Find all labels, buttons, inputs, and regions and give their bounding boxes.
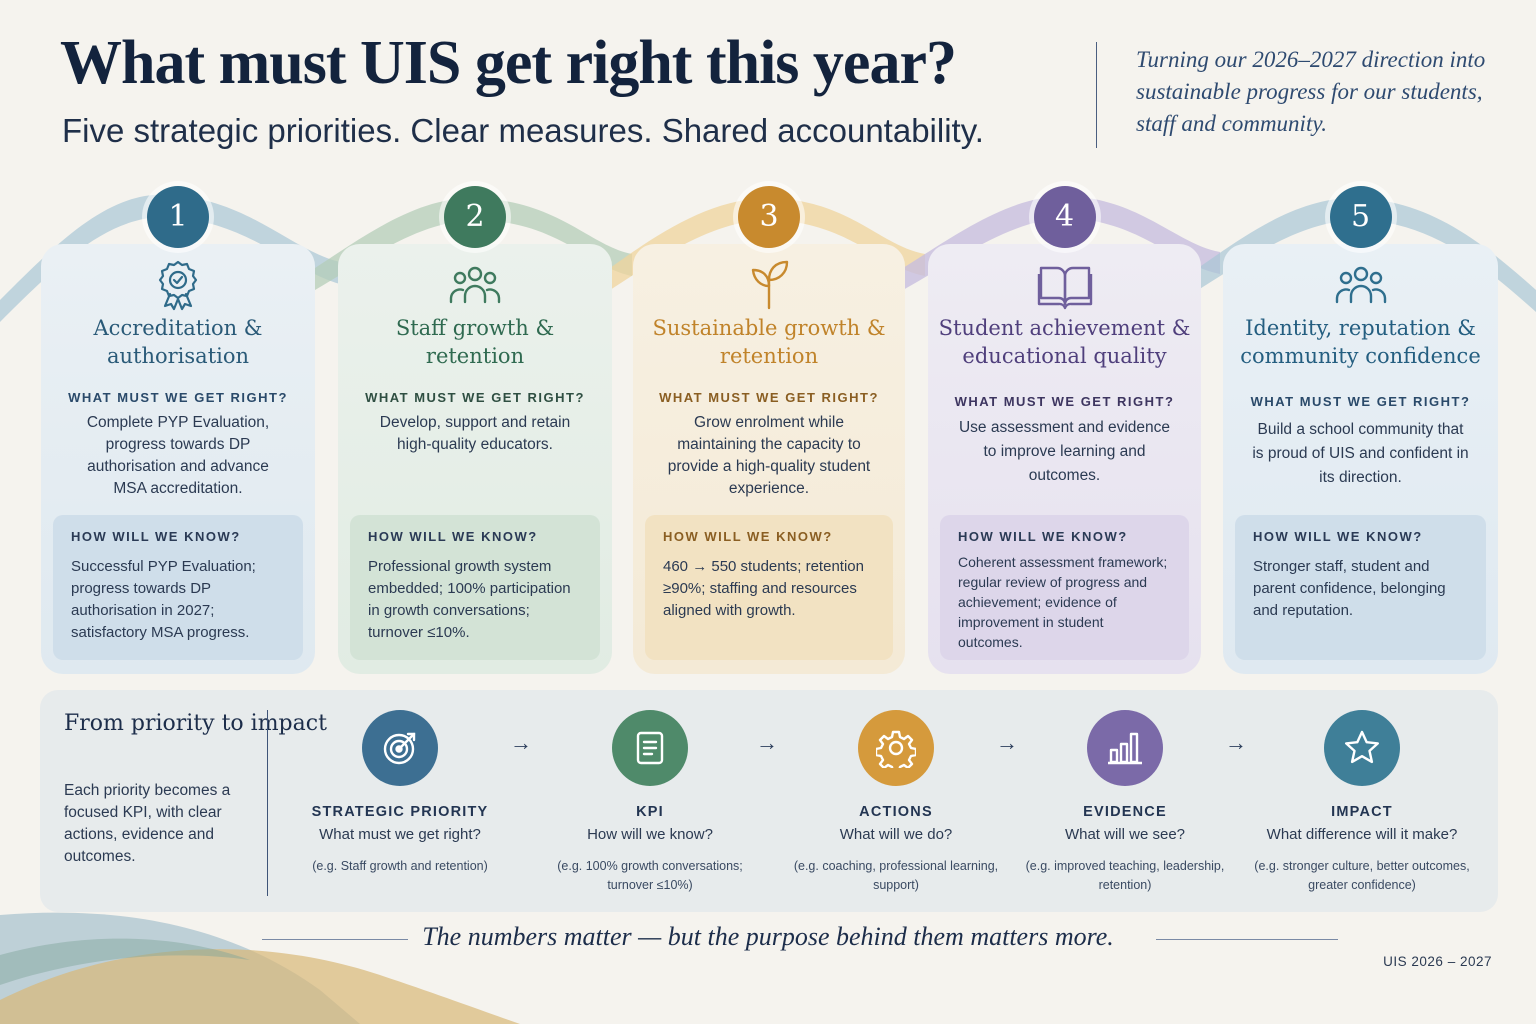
page-subtitle: Five strategic priorities. Clear measure… (62, 112, 984, 149)
open-book-icon (1037, 266, 1092, 310)
know-text: Successful PYP Evaluation; progress towa… (71, 558, 256, 641)
footer-rule-right (1156, 939, 1338, 940)
closing-statement: The numbers matter — but the purpose beh… (422, 922, 1114, 951)
how-will-we-know-box: HOW WILL WE KNOW? Successful PYP Evaluat… (53, 515, 303, 660)
step-label: IMPACT (1331, 804, 1393, 820)
step-actions: ACTIONS What will we do? (e.g. coaching,… (786, 710, 1006, 895)
step-kpi: KPI How will we know? (e.g. 100% growth … (540, 710, 760, 895)
priority-card-4: 4 Student achievement & educational qual… (928, 186, 1201, 674)
priority-card-1: 1 Accreditation & authorisation WHAT MUS… (41, 186, 315, 674)
community-icon (1335, 266, 1386, 304)
question-text: Develop, support and retain high-quality… (379, 414, 571, 453)
know-text: Professional growth system embedded; 100… (368, 558, 571, 641)
priority-number-badge: 3 (738, 186, 800, 248)
priority-to-impact-panel: From priority to impact Each priority be… (40, 690, 1498, 912)
arrow-icon: → (996, 730, 1018, 755)
step-evidence: EVIDENCE What will we see? (e.g. improve… (1015, 710, 1235, 895)
question-label: WHAT MUST WE GET RIGHT? (1250, 394, 1471, 409)
step-label: STRATEGIC PRIORITY (311, 804, 489, 820)
step-question: What must we get right? (319, 826, 481, 843)
step-label: ACTIONS (859, 804, 933, 820)
step-impact: IMPACT What difference will it make? (e.… (1252, 710, 1472, 895)
step-example: (e.g. coaching, professional learning, s… (793, 859, 999, 892)
question-label: WHAT MUST WE GET RIGHT? (659, 390, 879, 405)
step-example: (e.g. improved teaching, leadership, ret… (1025, 859, 1225, 892)
question-label: WHAT MUST WE GET RIGHT? (68, 390, 288, 405)
page-title: What must UIS get right this year? (60, 29, 957, 97)
know-label: HOW WILL WE KNOW? (958, 529, 1128, 544)
question-text: Build a school community that is proud o… (1252, 421, 1469, 486)
how-will-we-know-box: HOW WILL WE KNOW? Stronger staff, studen… (1235, 515, 1486, 660)
step-label: KPI (636, 804, 664, 820)
bar-chart-icon (1108, 732, 1142, 765)
know-label: HOW WILL WE KNOW? (663, 529, 833, 544)
impact-description: Each priority becomes a focused KPI, wit… (64, 782, 231, 865)
step-example: (e.g. Staff growth and retention) (312, 859, 488, 873)
question-text: Use assessment and evidence to improve l… (958, 419, 1171, 484)
step-question: What will we do? (839, 826, 953, 843)
step-question: What difference will it make? (1266, 826, 1458, 843)
question-text: Grow enrolment while maintaining the cap… (667, 414, 871, 497)
step-label: EVIDENCE (1083, 804, 1167, 820)
arrow-icon: → (1225, 730, 1247, 755)
know-label: HOW WILL WE KNOW? (368, 529, 538, 544)
sprout-icon (751, 260, 789, 310)
header-divider (1096, 42, 1097, 148)
how-will-we-know-box: HOW WILL WE KNOW? Coherent assessment fr… (940, 515, 1189, 660)
gear-icon (876, 730, 916, 768)
question-text: Complete PYP Evaluation, progress toward… (86, 414, 270, 497)
question-label: WHAT MUST WE GET RIGHT? (954, 394, 1175, 409)
priority-number-badge: 2 (444, 186, 506, 248)
star-icon (1345, 730, 1379, 764)
priority-number-badge: 1 (147, 186, 209, 248)
document-icon (636, 731, 664, 765)
priority-title: Student achievement & educational qualit… (938, 316, 1191, 368)
target-icon (383, 732, 416, 765)
priority-title: Sustainable growth & retention (652, 316, 886, 368)
priority-card-2: 2 Staff growth & retention WHAT MUST WE … (338, 186, 612, 674)
question-label: WHAT MUST WE GET RIGHT? (365, 390, 585, 405)
how-will-we-know-box: HOW WILL WE KNOW? 460 → 550 students; re… (645, 515, 893, 660)
priority-number-badge: 5 (1329, 186, 1392, 248)
priority-number-badge: 4 (1033, 186, 1096, 248)
how-will-we-know-box: HOW WILL WE KNOW? Professional growth sy… (350, 515, 600, 660)
footer-rule-left (262, 939, 408, 940)
priority-title: Accreditation & authorisation (93, 316, 263, 368)
step-example: (e.g. 100% growth conversations; turnove… (557, 859, 743, 892)
priority-title: Staff growth & retention (395, 316, 555, 368)
step-example: (e.g. stronger culture, better outcomes,… (1254, 859, 1470, 892)
people-group-icon (449, 266, 501, 304)
step-icon-circle (858, 710, 934, 786)
step-question: What will we see? (1064, 826, 1186, 843)
priority-card-3: 3 Sustainable growth & retention WHAT MU… (633, 186, 905, 674)
impact-title: From priority to impact (64, 711, 327, 736)
award-rosette-icon (158, 260, 198, 311)
step-icon-circle (1324, 710, 1400, 786)
arrow-icon: → (756, 730, 778, 755)
know-label: HOW WILL WE KNOW? (1253, 529, 1423, 544)
tagline: Turning our 2026–2027 direction into sus… (1136, 47, 1486, 136)
priority-card-5: 5 Identity, reputation & community confi… (1223, 186, 1498, 674)
know-text: 460 → 550 students; retention ≥90%; staf… (663, 558, 864, 619)
impact-divider (267, 710, 268, 896)
know-label: HOW WILL WE KNOW? (71, 529, 241, 544)
edition-label: UIS 2026 – 2027 (1383, 954, 1492, 969)
priority-title: Identity, reputation & community confide… (1240, 316, 1481, 368)
know-text: Coherent assessment framework; regular r… (958, 554, 1168, 650)
step-icon-circle (362, 710, 438, 786)
step-icon-circle (1087, 710, 1163, 786)
step-strategic-priority: STRATEGIC PRIORITY What must we get righ… (290, 710, 510, 876)
arrow-icon: → (510, 730, 532, 755)
step-icon-circle (612, 710, 688, 786)
know-text: Stronger staff, student and parent confi… (1253, 558, 1446, 619)
step-question: How will we know? (587, 826, 713, 843)
